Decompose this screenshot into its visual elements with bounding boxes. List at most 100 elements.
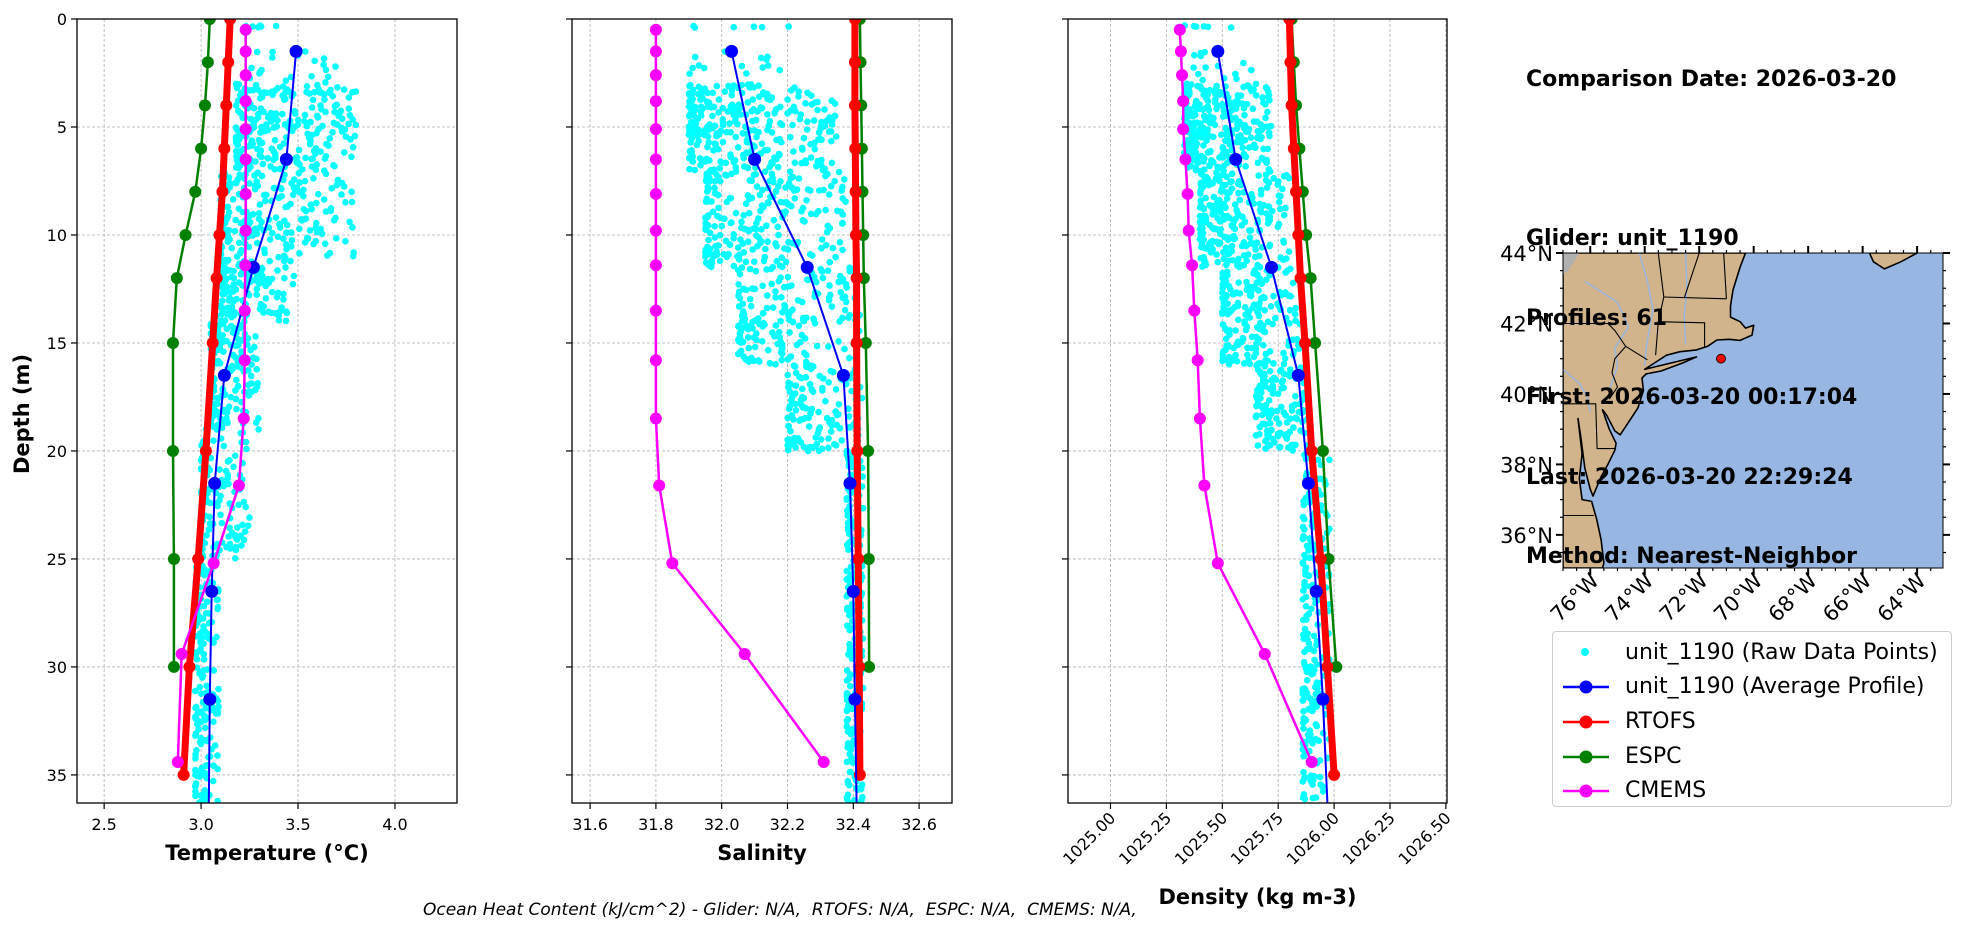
raw-data-point xyxy=(749,246,756,253)
series-marker-cmems xyxy=(1174,45,1187,58)
raw-data-point xyxy=(791,363,799,370)
raw-data-point xyxy=(715,109,722,116)
raw-data-point xyxy=(1200,142,1207,149)
raw-data-point xyxy=(303,83,311,90)
raw-data-point xyxy=(1213,105,1220,113)
raw-data-point xyxy=(735,244,742,251)
raw-data-point xyxy=(1270,292,1277,300)
raw-data-point xyxy=(1250,118,1258,125)
raw-data-point xyxy=(766,360,774,367)
raw-data-point xyxy=(234,141,241,149)
raw-data-point xyxy=(799,146,806,153)
raw-data-point xyxy=(1240,360,1248,367)
series-marker-espc xyxy=(167,552,180,565)
series-marker-cmems xyxy=(1177,123,1190,136)
raw-data-point xyxy=(1266,168,1274,175)
raw-data-point xyxy=(248,64,255,72)
raw-data-point xyxy=(702,251,710,258)
raw-data-point xyxy=(784,436,791,444)
raw-data-point xyxy=(777,317,784,325)
raw-data-point xyxy=(192,782,199,789)
raw-data-point xyxy=(734,144,742,151)
series-marker-cmems xyxy=(1186,259,1199,272)
raw-data-point xyxy=(843,541,851,549)
raw-data-point xyxy=(322,108,329,116)
raw-data-point xyxy=(1303,612,1310,620)
raw-data-point xyxy=(721,215,728,223)
series-marker-glider-avg xyxy=(846,584,860,598)
raw-data-point xyxy=(705,236,712,244)
raw-data-point xyxy=(1244,344,1251,352)
raw-data-point xyxy=(298,217,306,224)
raw-data-point xyxy=(752,267,760,275)
raw-data-point xyxy=(1244,82,1251,89)
series-rtofs xyxy=(848,19,866,781)
series-marker-cmems xyxy=(649,23,662,36)
raw-data-point xyxy=(825,128,833,135)
raw-data-point xyxy=(704,243,711,251)
raw-data-point xyxy=(1300,725,1307,732)
raw-data-point xyxy=(841,306,849,314)
raw-data-point xyxy=(192,755,199,762)
raw-data-point xyxy=(1259,405,1267,412)
raw-data-point xyxy=(308,131,316,139)
raw-data-point xyxy=(1299,794,1307,801)
raw-data-point xyxy=(808,101,815,108)
raw-data-point xyxy=(1248,66,1255,74)
series-marker-cmems xyxy=(649,224,662,237)
raw-data-point xyxy=(1254,442,1262,449)
raw-data-point xyxy=(723,128,730,136)
series-marker-espc xyxy=(179,228,192,241)
raw-data-point xyxy=(252,333,259,340)
series-rtofs xyxy=(177,19,237,781)
raw-data-point xyxy=(282,203,289,211)
raw-data-point xyxy=(302,154,309,162)
series-marker-espc xyxy=(203,19,216,25)
raw-data-point xyxy=(224,474,231,482)
raw-data-point xyxy=(791,400,799,408)
raw-data-point xyxy=(1302,567,1309,574)
series-marker-cmems xyxy=(1173,23,1186,36)
raw-data-point xyxy=(232,135,240,142)
raw-data-point xyxy=(772,361,779,368)
raw-data-point xyxy=(1218,185,1226,193)
raw-data-point xyxy=(716,164,723,172)
raw-data-point xyxy=(1287,293,1295,300)
series-line-glider-avg xyxy=(1216,51,1329,803)
raw-data-point xyxy=(795,88,802,95)
raw-data-point xyxy=(818,236,826,243)
raw-data-point xyxy=(712,190,719,197)
raw-data-point xyxy=(240,498,248,506)
raw-data-point xyxy=(1220,107,1228,115)
raw-data-point xyxy=(225,533,232,540)
raw-data-point xyxy=(1220,303,1227,311)
raw-data-point xyxy=(1202,64,1209,71)
raw-data-point xyxy=(1268,207,1276,215)
series-marker-glider-avg xyxy=(203,692,217,706)
raw-data-point xyxy=(791,84,798,91)
raw-data-point xyxy=(819,274,827,282)
raw-data-point xyxy=(1265,97,1273,104)
raw-data-point xyxy=(773,155,780,163)
raw-data-point xyxy=(1300,769,1307,776)
raw-data-point xyxy=(691,166,699,174)
raw-data-point xyxy=(1252,80,1260,88)
raw-data-point xyxy=(1266,420,1274,427)
raw-data-point xyxy=(1310,632,1318,640)
raw-data-point xyxy=(1269,320,1276,328)
raw-data-point xyxy=(849,759,856,766)
raw-data-point xyxy=(254,380,262,387)
raw-data-point xyxy=(1190,123,1197,130)
raw-data-point xyxy=(772,240,779,247)
raw-data-point xyxy=(1262,445,1269,453)
series-marker-cmems xyxy=(237,412,250,425)
raw-data-point xyxy=(281,217,288,225)
raw-data-point xyxy=(770,216,778,224)
raw-data-point xyxy=(1313,679,1321,686)
series-rtofs xyxy=(1283,19,1341,781)
series-glider-avg xyxy=(1211,44,1330,803)
raw-data-point xyxy=(217,511,224,519)
raw-data-point xyxy=(202,704,209,712)
raw-data-point xyxy=(810,117,818,124)
raw-data-point xyxy=(216,359,224,367)
